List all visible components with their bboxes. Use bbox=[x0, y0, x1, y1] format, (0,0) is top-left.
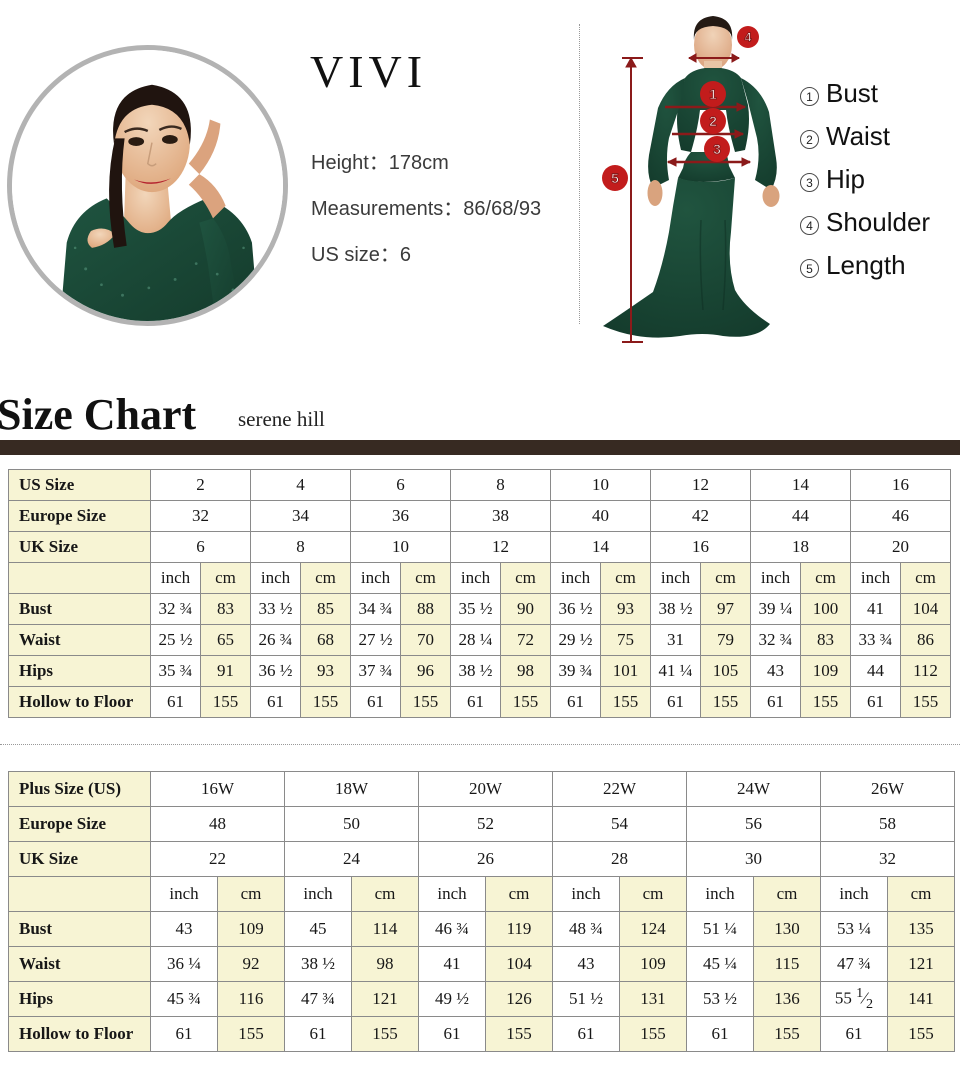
svg-text:3: 3 bbox=[713, 141, 721, 157]
svg-text:2: 2 bbox=[709, 113, 717, 129]
svg-text:1: 1 bbox=[709, 86, 717, 102]
svg-text:5: 5 bbox=[611, 170, 619, 186]
svg-text:4: 4 bbox=[744, 30, 752, 45]
